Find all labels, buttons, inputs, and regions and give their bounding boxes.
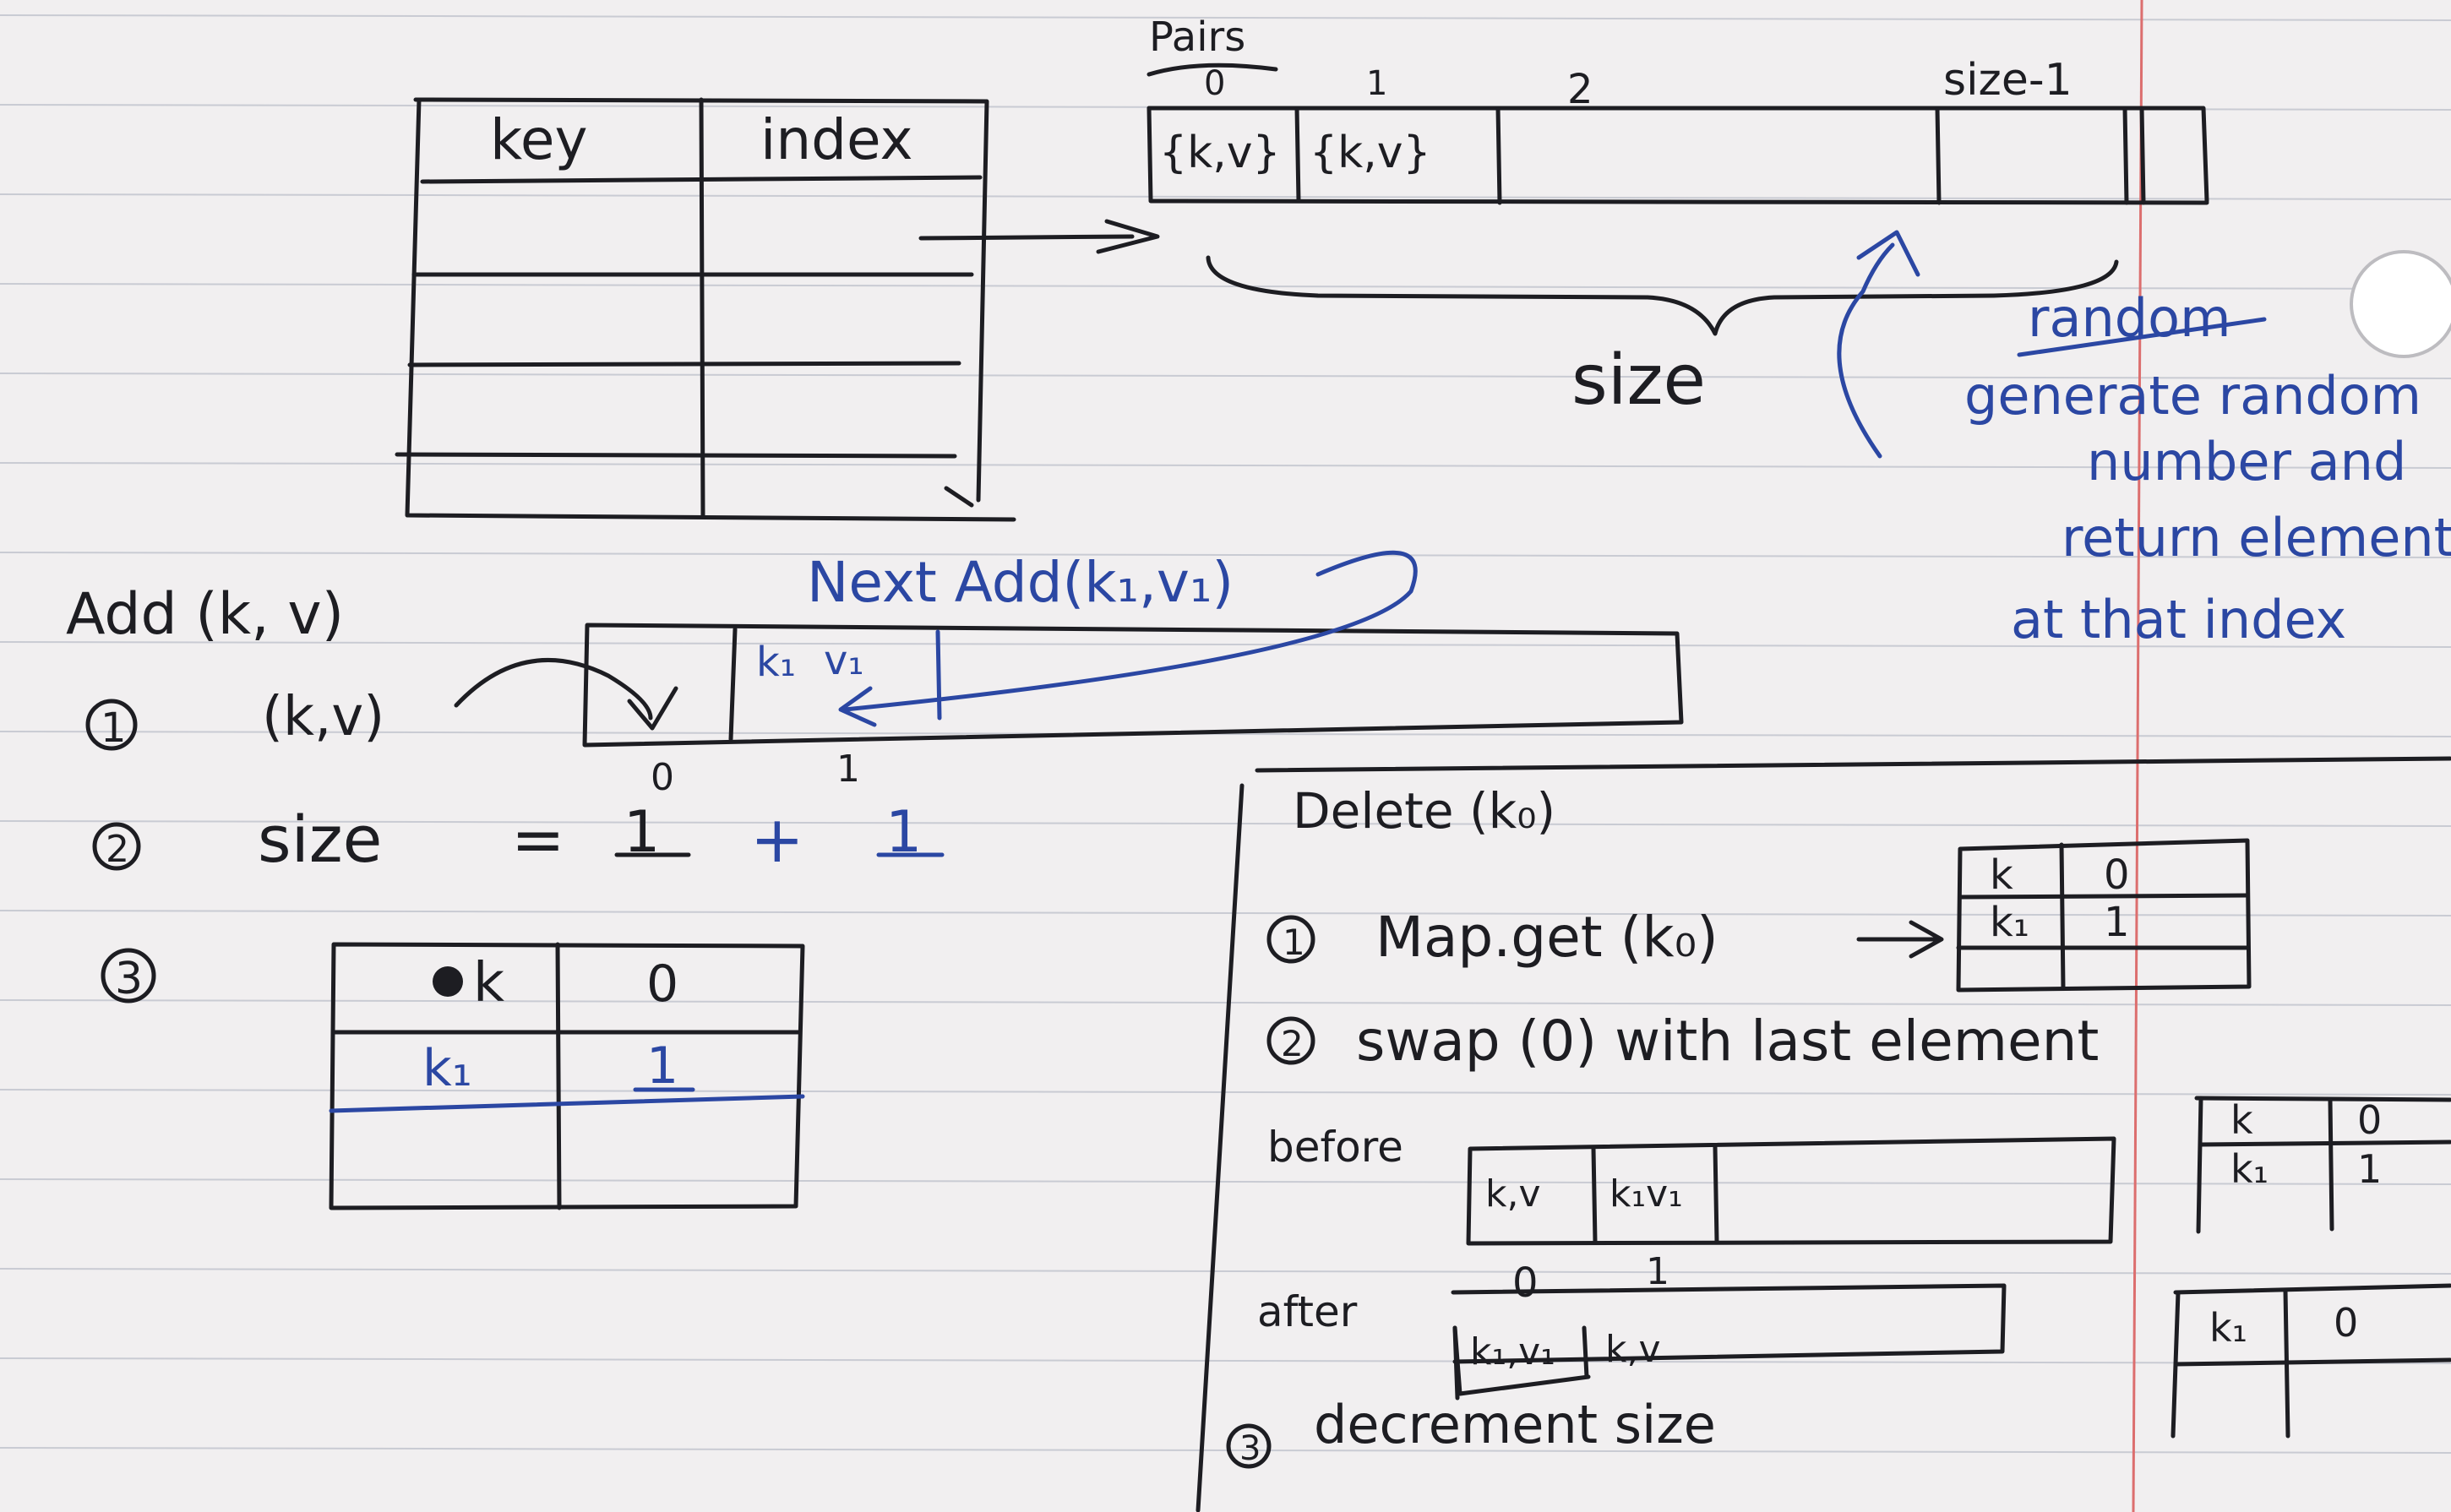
delete-step3-text: decrement size: [1314, 1394, 1716, 1455]
random-note-line-2: number and: [2087, 431, 2406, 492]
margin-line: [2132, 0, 2143, 1512]
delete-step3-number: 3: [1239, 1429, 1261, 1468]
random-note-line-1: generate random: [1964, 365, 2421, 427]
delete-step2-text: swap (0) with last element: [1356, 1009, 2099, 1074]
add-step2-number: 2: [106, 828, 129, 871]
delete-title: Delete (k₀): [1293, 782, 1555, 840]
step3-row1-key: k₁: [422, 1039, 472, 1098]
before-table-row1-index: 1: [2357, 1146, 2382, 1192]
ruled-line: [0, 1357, 2451, 1364]
pairs-array: Pairs 0 1 2 size-1 {k,v} {k,v} size: [1147, 14, 2209, 421]
random-note: random generate random number and return…: [1837, 230, 2451, 650]
ruled-line: [0, 462, 2451, 469]
random-note-line-3: return element: [2062, 507, 2451, 568]
ruled-line: [0, 373, 2451, 379]
binder-hole: [2350, 250, 2451, 358]
random-note-line-4: at that index: [2011, 589, 2346, 650]
delete-step2-circle: [1266, 1016, 1315, 1065]
ruled-line: [0, 552, 2451, 558]
ruled-line: [0, 910, 2451, 916]
add-index-1: 1: [836, 748, 860, 791]
add-cell-v1: v₁: [824, 637, 864, 684]
pairs-cell-0: {k,v}: [1159, 128, 1281, 178]
ruled-line: [0, 14, 2451, 21]
after-table-row0-index: 0: [2334, 1300, 2358, 1346]
after-cell-0: k₁,v₁: [1470, 1330, 1555, 1373]
add-step2-circle: [92, 822, 141, 871]
pairs-index-last: size-1: [1943, 55, 2072, 106]
after-table-row0-key: k₁: [2209, 1305, 2247, 1351]
pairs-label: Pairs: [1149, 14, 1245, 61]
add-step2-text: size: [258, 802, 382, 877]
pairs-index-1: 1: [1366, 64, 1387, 103]
before-table-row0-index: 0: [2357, 1097, 2382, 1143]
delete-step1-row0-key: k: [1990, 851, 2013, 899]
ruled-line: [0, 641, 2451, 648]
ruled-line: [0, 193, 2451, 200]
delete-step2-number: 2: [1281, 1023, 1304, 1064]
add-title: Add (k, v): [66, 581, 344, 648]
before-index-0: 0: [1512, 1259, 1539, 1307]
before-cell-0: k,v: [1485, 1172, 1541, 1216]
add-step3-number: 3: [115, 954, 143, 1004]
ruled-line: [0, 820, 2451, 827]
add-step1-text: (k,v): [262, 686, 384, 748]
delete-step1-circle: [1266, 915, 1315, 964]
delete-section: Delete (k₀) 1 Map.get (k₀) k 0 k₁ 1 2 sw…: [1196, 756, 2451, 1512]
delete-step1-row0-index: 0: [2104, 851, 2130, 899]
before-index-1: 1: [1646, 1250, 1669, 1293]
ruled-line: [0, 1447, 2451, 1454]
ruled-line: [0, 1178, 2451, 1185]
step3-row1-index: 1: [646, 1036, 678, 1096]
add-section: Add (k, v) 1 (k,v) k₁ v₁ 0 1 Next Add(k₁…: [66, 550, 1684, 1210]
delete-step1-text: Map.get (k₀): [1375, 905, 1718, 970]
before-table-row1-key: k₁: [2230, 1146, 2269, 1192]
pairs-index-0: 0: [1204, 64, 1225, 103]
delete-step1-row1-index: 1: [2104, 899, 2130, 946]
after-cell-1: k,v: [1605, 1328, 1661, 1371]
ruled-line: [0, 1268, 2451, 1275]
add-cell-k1: k₁: [756, 639, 796, 686]
step3-row0-index: 0: [646, 955, 678, 1014]
before-table-row0-key: k: [2230, 1097, 2253, 1143]
delete-step1-number: 1: [1283, 922, 1305, 963]
delete-step1-row1-key: k₁: [1990, 899, 2029, 946]
step3-dot: [433, 966, 463, 997]
add-step2-equals: =: [511, 802, 565, 877]
map-table-header-key: key: [490, 107, 588, 172]
pairs-cell-1: {k,v}: [1310, 128, 1431, 178]
map-table: key index: [395, 97, 1160, 522]
step3-row0-key: k: [473, 952, 504, 1014]
size-label: size: [1571, 340, 1706, 421]
add-step1-number: 1: [101, 704, 127, 752]
before-label: before: [1267, 1123, 1403, 1172]
ruled-line: [0, 999, 2451, 1006]
after-label: after: [1257, 1287, 1358, 1336]
map-table-header-index: index: [760, 107, 913, 172]
ruled-line: [0, 731, 2451, 737]
next-add-label: Next Add(k₁,v₁): [807, 550, 1234, 615]
before-cell-1: k₁v₁: [1609, 1172, 1683, 1216]
ruled-line: [0, 283, 2451, 290]
pairs-index-2: 2: [1567, 66, 1593, 113]
add-step1-circle: [85, 699, 138, 751]
add-index-0: 0: [651, 756, 674, 799]
add-step2-plus: +: [750, 802, 804, 877]
delete-step3-circle: [1226, 1423, 1272, 1469]
add-step3-circle: [101, 948, 156, 1003]
